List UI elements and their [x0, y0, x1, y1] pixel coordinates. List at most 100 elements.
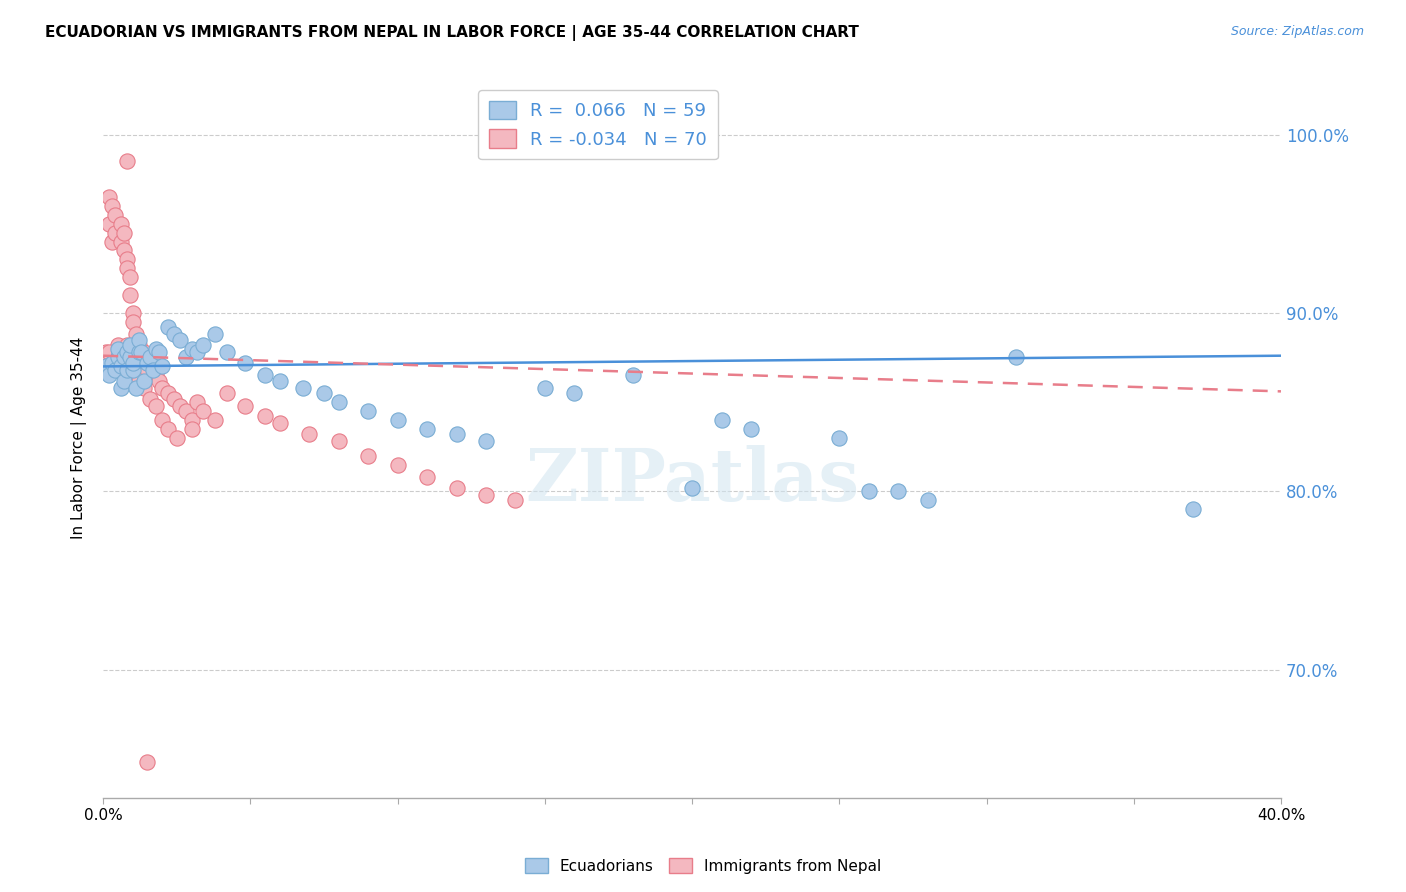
Ecuadorians [163, 327, 186, 342]
Ecuadorians [104, 363, 127, 377]
Immigrants from Nepal [215, 386, 238, 401]
Legend: R =  0.066   N = 59, R = -0.034   N = 70: R = 0.066 N = 59, R = -0.034 N = 70 [478, 90, 718, 160]
Ecuadorians [858, 484, 880, 499]
Ecuadorians [193, 338, 215, 352]
Immigrants from Nepal [96, 345, 118, 359]
Legend: Ecuadorians, Immigrants from Nepal: Ecuadorians, Immigrants from Nepal [519, 852, 887, 880]
Ecuadorians [139, 351, 162, 365]
Immigrants from Nepal [357, 449, 380, 463]
Ecuadorians [98, 368, 121, 383]
Ecuadorians [148, 345, 170, 359]
Immigrants from Nepal [156, 386, 179, 401]
Ecuadorians [446, 427, 468, 442]
Immigrants from Nepal [134, 345, 156, 359]
Immigrants from Nepal [128, 338, 150, 352]
Immigrants from Nepal [475, 488, 498, 502]
Immigrants from Nepal [139, 392, 162, 406]
Ecuadorians [121, 356, 143, 370]
Y-axis label: In Labor Force | Age 35-44: In Labor Force | Age 35-44 [72, 336, 87, 539]
Immigrants from Nepal [298, 427, 321, 442]
Text: Source: ZipAtlas.com: Source: ZipAtlas.com [1230, 25, 1364, 38]
Ecuadorians [681, 481, 703, 495]
Immigrants from Nepal [174, 404, 197, 418]
Immigrants from Nepal [233, 399, 256, 413]
Immigrants from Nepal [142, 359, 165, 374]
Ecuadorians [145, 342, 167, 356]
Immigrants from Nepal [387, 458, 409, 472]
Ecuadorians [828, 431, 851, 445]
Immigrants from Nepal [136, 363, 159, 377]
Immigrants from Nepal [139, 351, 162, 365]
Immigrants from Nepal [128, 356, 150, 370]
Immigrants from Nepal [193, 404, 215, 418]
Ecuadorians [131, 345, 153, 359]
Immigrants from Nepal [131, 359, 153, 374]
Immigrants from Nepal [107, 359, 129, 374]
Ecuadorians [112, 374, 135, 388]
Immigrants from Nepal [98, 190, 121, 204]
Immigrants from Nepal [98, 345, 121, 359]
Ecuadorians [740, 422, 762, 436]
Ecuadorians [107, 342, 129, 356]
Immigrants from Nepal [145, 368, 167, 383]
Immigrants from Nepal [166, 431, 188, 445]
Immigrants from Nepal [101, 199, 124, 213]
Ecuadorians [269, 374, 291, 388]
Ecuadorians [215, 345, 238, 359]
Ecuadorians [110, 381, 132, 395]
Immigrants from Nepal [150, 381, 173, 395]
Immigrants from Nepal [121, 359, 143, 374]
Immigrants from Nepal [112, 244, 135, 258]
Immigrants from Nepal [104, 226, 127, 240]
Ecuadorians [917, 493, 939, 508]
Immigrants from Nepal [112, 226, 135, 240]
Ecuadorians [233, 356, 256, 370]
Ecuadorians [112, 351, 135, 365]
Ecuadorians [124, 381, 146, 395]
Immigrants from Nepal [104, 208, 127, 222]
Immigrants from Nepal [118, 288, 141, 302]
Ecuadorians [107, 351, 129, 365]
Ecuadorians [121, 363, 143, 377]
Immigrants from Nepal [254, 409, 277, 424]
Immigrants from Nepal [121, 315, 143, 329]
Immigrants from Nepal [110, 217, 132, 231]
Ecuadorians [156, 320, 179, 334]
Immigrants from Nepal [186, 395, 208, 409]
Immigrants from Nepal [128, 374, 150, 388]
Ecuadorians [186, 345, 208, 359]
Immigrants from Nepal [115, 154, 138, 169]
Immigrants from Nepal [101, 356, 124, 370]
Ecuadorians [887, 484, 910, 499]
Ecuadorians [115, 345, 138, 359]
Text: ECUADORIAN VS IMMIGRANTS FROM NEPAL IN LABOR FORCE | AGE 35-44 CORRELATION CHART: ECUADORIAN VS IMMIGRANTS FROM NEPAL IN L… [45, 25, 859, 41]
Ecuadorians [416, 422, 439, 436]
Immigrants from Nepal [110, 351, 132, 365]
Ecuadorians [128, 345, 150, 359]
Ecuadorians [357, 404, 380, 418]
Ecuadorians [1005, 351, 1028, 365]
Immigrants from Nepal [101, 235, 124, 249]
Immigrants from Nepal [112, 345, 135, 359]
Ecuadorians [150, 359, 173, 374]
Ecuadorians [534, 381, 557, 395]
Ecuadorians [110, 359, 132, 374]
Immigrants from Nepal [121, 306, 143, 320]
Immigrants from Nepal [505, 493, 527, 508]
Immigrants from Nepal [269, 417, 291, 431]
Ecuadorians [254, 368, 277, 383]
Ecuadorians [101, 356, 124, 370]
Ecuadorians [96, 359, 118, 374]
Immigrants from Nepal [180, 422, 202, 436]
Immigrants from Nepal [96, 356, 118, 370]
Ecuadorians [204, 327, 226, 342]
Ecuadorians [174, 351, 197, 365]
Ecuadorians [312, 386, 335, 401]
Ecuadorians [128, 333, 150, 347]
Immigrants from Nepal [169, 399, 191, 413]
Ecuadorians [118, 351, 141, 365]
Immigrants from Nepal [446, 481, 468, 495]
Ecuadorians [710, 413, 733, 427]
Immigrants from Nepal [416, 470, 439, 484]
Immigrants from Nepal [134, 381, 156, 395]
